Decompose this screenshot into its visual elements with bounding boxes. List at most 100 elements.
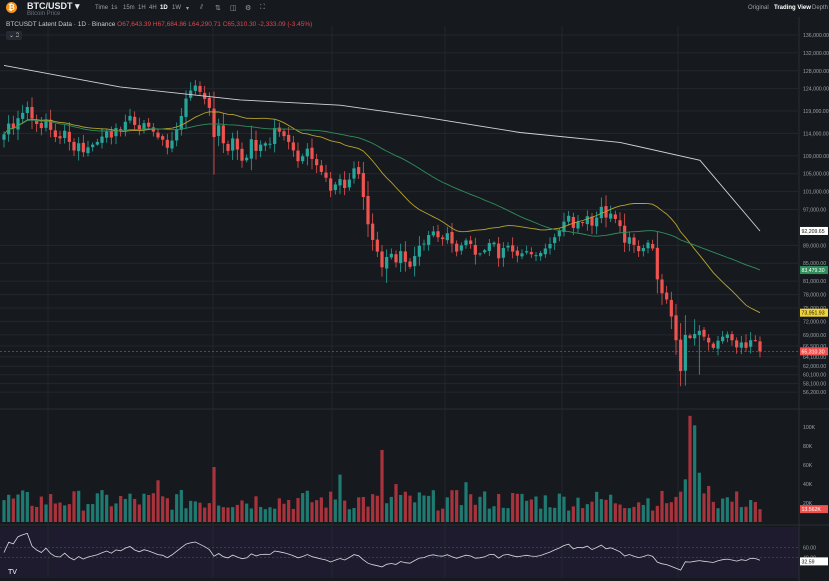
pair-selector[interactable]: BTC/USDT ▾ [27,1,80,12]
volume-bar [506,508,510,522]
timeframe-1w[interactable]: 1W [172,5,181,11]
candle-body [39,123,43,129]
indicator-toggle-button[interactable]: ⌄ 3 [6,31,23,40]
volume-bar [277,498,281,522]
candle-body [385,256,389,269]
candle-body [291,142,295,151]
candle-body [375,239,379,252]
volume-bar [679,491,683,522]
candle-body [688,335,692,338]
candle-body [749,340,753,347]
screenshot-icon[interactable]: ◫ [230,5,237,12]
candle-body [609,213,613,219]
candle-body [543,248,547,255]
volume-bar [305,490,309,522]
volume-bar [749,499,753,522]
fullscreen-icon[interactable]: ⛶ [260,4,265,11]
timeframe-4h[interactable]: 4H [149,5,157,11]
volume-bar [562,496,566,522]
volume-bar [665,503,669,522]
candle-body [711,343,715,348]
volume-bar [133,498,137,522]
view-tab-original[interactable]: Original [748,5,769,11]
volume-bar [231,507,235,522]
candle-body [133,116,137,125]
timeframe-1h[interactable]: 1H [138,5,146,11]
pair-title[interactable]: BTC/USDT [27,1,73,11]
volume-bar [613,503,617,522]
volume-bar [669,502,673,522]
candle-body [105,131,109,138]
candle-body [394,254,398,263]
price-tick-label: 85,000.00 [803,261,826,267]
view-tab-depth[interactable]: Depth [812,5,829,11]
candle-body [44,119,48,128]
volume-bar [165,498,169,522]
volume-bar [431,490,435,522]
candle-body [501,248,505,258]
price-label-badge [800,266,828,275]
candle-body [403,251,407,262]
view-tab-trading-view[interactable]: Trading View [774,5,811,11]
candle-body [427,235,431,245]
volume-bar [221,507,225,522]
compare-icon[interactable]: ⇅ [215,5,221,12]
volume-bar [702,493,706,522]
candle-body [758,341,762,352]
candle-body [277,127,281,132]
timeframe-time[interactable]: Time [95,5,109,11]
candle-body [599,206,603,219]
legend-ohlc: O67,643.39 H67,684.86 L64,290.71 C65,310… [117,21,313,28]
candle-body [81,142,85,153]
candle-body [669,299,673,317]
volume-bar [711,501,715,522]
candle-body [319,165,323,172]
volume-bar [543,495,547,522]
volume-bar [623,508,627,522]
volume-bar [744,506,748,522]
chart-area[interactable]: 136,000.00 132,000.00 128,000.00 124,000.00… [0,17,829,581]
price-tick-label: 136,000.00 [803,33,829,39]
volume-bar [63,505,67,522]
candle-body [525,251,529,253]
volume-bar [81,510,85,522]
volume-bar [753,502,757,522]
rsi-pane-background [0,527,799,578]
candle-body [207,97,211,108]
volume-bar [352,508,356,522]
candle-body [114,128,118,137]
chevron-down-icon[interactable]: ▾ [75,1,80,11]
price-label-text: 65,310.30 [802,349,825,355]
volume-bar [525,500,529,522]
volume-bar [581,508,585,522]
volume-bar [707,485,711,522]
volume-bar [758,509,762,522]
timeframe-15m[interactable]: 15m [123,5,135,11]
timeframe-1s[interactable]: 1s [111,5,118,11]
candle-body [571,216,575,228]
volume-bar [161,496,165,522]
indicator-icon[interactable]: ⫽ [200,4,204,11]
candle-body [67,131,71,142]
settings-icon[interactable]: ⚙ [245,5,252,12]
candle-body [623,225,627,243]
volume-bar [287,499,291,522]
candle-body [380,251,384,268]
volume-bar [282,503,286,522]
volume-bar [263,509,267,522]
timeframe-more[interactable]: ▾ [186,6,190,12]
volume-bar [128,493,132,522]
candle-body [156,132,160,138]
volume-bar [259,506,263,522]
volume-bar [422,495,426,522]
timeframe-1d[interactable]: 1D [160,5,168,11]
candle-body [441,237,445,240]
volume-bar [441,508,445,522]
candle-body [301,156,305,162]
candle-body [534,255,538,257]
volume-bar [226,507,230,522]
candle-body [63,130,67,138]
volume-bar [301,493,305,522]
ma-mid-line [3,119,761,271]
candle-body [637,245,641,252]
